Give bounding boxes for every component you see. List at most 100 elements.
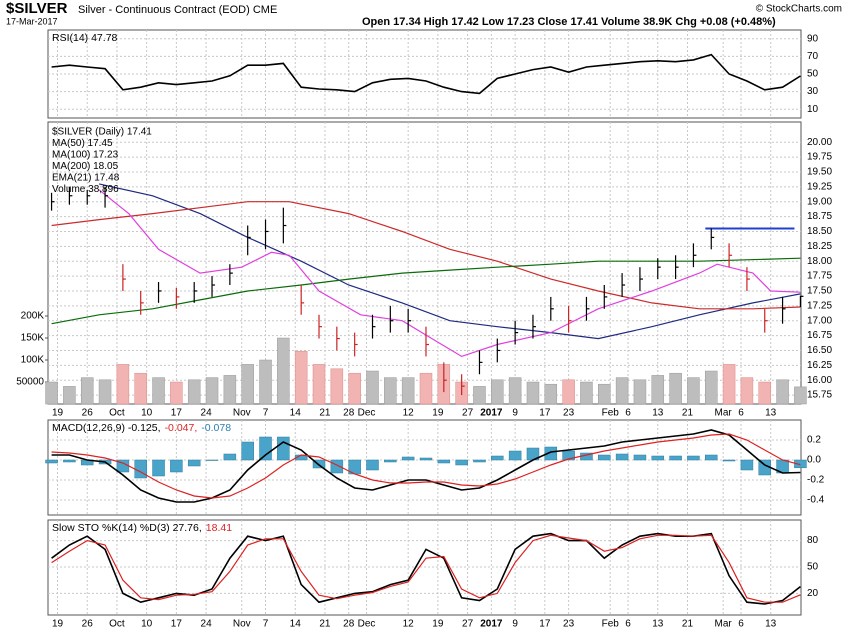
legend-label: MA(100) 17.23 bbox=[52, 150, 119, 161]
volume-bar bbox=[187, 379, 201, 405]
x-tick-label: 21 bbox=[319, 408, 331, 419]
volume-bar bbox=[633, 379, 647, 405]
volume-bar bbox=[598, 383, 611, 405]
volume-bar bbox=[98, 379, 112, 405]
histogram-bar bbox=[170, 459, 183, 473]
y-tick-label: 18.50 bbox=[807, 226, 832, 237]
y-tick-label: 17.25 bbox=[807, 300, 832, 311]
histogram-bar bbox=[152, 459, 165, 477]
volume-bar bbox=[312, 364, 326, 405]
y-tick-label: 16.00 bbox=[807, 375, 832, 386]
x-tick-label: 10 bbox=[141, 408, 153, 419]
histogram-bar bbox=[134, 459, 147, 479]
legend-label: MA(50) 17.45 bbox=[52, 138, 113, 149]
legend-label: Volume 38,896 bbox=[52, 184, 119, 195]
volume-bar bbox=[384, 377, 397, 405]
date: 17-Mar-2017 bbox=[6, 16, 58, 26]
histogram-bar bbox=[455, 459, 468, 466]
volume-bar bbox=[294, 350, 308, 405]
x-tick-label: 26 bbox=[82, 408, 94, 419]
x-tick-label: 2017 bbox=[480, 408, 503, 419]
y-tick-label: 17.50 bbox=[807, 286, 832, 297]
volume-bar bbox=[348, 372, 361, 405]
x-tick-label: 14 bbox=[290, 619, 302, 630]
y-tick-label: 15.75 bbox=[807, 390, 832, 401]
volume-bar bbox=[580, 381, 593, 405]
y2-tick-label: 200K bbox=[21, 311, 45, 322]
x-tick-label: 17 bbox=[539, 408, 551, 419]
histogram-bar bbox=[740, 459, 754, 471]
series-line bbox=[51, 257, 801, 325]
series-line bbox=[98, 189, 801, 358]
volume-bar bbox=[134, 372, 147, 405]
x-tick-label: 19 bbox=[432, 408, 444, 419]
x-tick-label: 28 bbox=[343, 408, 355, 419]
histogram-bar bbox=[241, 441, 254, 461]
histogram-bar bbox=[687, 455, 700, 461]
x-tick-label: Oct bbox=[109, 408, 125, 419]
x-tick-label: 6 bbox=[738, 408, 744, 419]
x-tick-label: 13 bbox=[765, 619, 777, 630]
legend-label: 18.41 bbox=[206, 522, 232, 534]
y-tick-label: 18.25 bbox=[807, 241, 832, 252]
y-tick-label: 90 bbox=[807, 33, 819, 44]
y-tick-label: 19.25 bbox=[807, 181, 832, 192]
series-line bbox=[51, 429, 801, 503]
x-tick-label: 13 bbox=[765, 408, 777, 419]
volume-bar bbox=[63, 386, 76, 405]
x-tick-label: 21 bbox=[319, 619, 331, 630]
volume-bar bbox=[401, 377, 415, 405]
y-tick-label: 80 bbox=[807, 535, 819, 546]
histogram-bar bbox=[633, 454, 647, 461]
y-tick-label: 19.50 bbox=[807, 167, 832, 178]
x-tick-label: Mar bbox=[715, 408, 733, 419]
volume-bar bbox=[491, 379, 504, 405]
histogram-bar bbox=[419, 457, 433, 461]
volume-bar bbox=[740, 377, 754, 405]
volume-bar bbox=[241, 364, 254, 405]
series-line bbox=[51, 534, 801, 603]
x-tick-label: Oct bbox=[109, 619, 125, 630]
x-tick-label: 6 bbox=[738, 619, 744, 630]
x-tick-label: 14 bbox=[290, 408, 302, 419]
volume-bar bbox=[669, 372, 682, 405]
y-tick-label: 50 bbox=[807, 562, 819, 573]
y-tick-label: 17.00 bbox=[807, 315, 832, 326]
volume-bar bbox=[508, 377, 522, 405]
histogram-bar bbox=[651, 455, 665, 461]
legend-label: -0.078 bbox=[201, 422, 231, 434]
x-tick-label: 21 bbox=[682, 619, 694, 630]
x-tick-label: 24 bbox=[201, 619, 213, 630]
histogram-bar bbox=[598, 454, 611, 461]
y2-tick-label: 150K bbox=[21, 333, 45, 344]
y-tick-label: 20 bbox=[807, 588, 819, 599]
histogram-bar bbox=[705, 454, 718, 461]
legend: MACD(12,26,9) -0.125, -0.047, -0.078 bbox=[52, 422, 231, 434]
volume-bar bbox=[562, 379, 575, 405]
y-tick-label: -0.2 bbox=[807, 475, 825, 486]
legend-label: MA(200) 18.05 bbox=[52, 161, 119, 172]
histogram-bar bbox=[277, 436, 290, 461]
y-tick-label: 18.75 bbox=[807, 211, 832, 222]
legend: Slow STO %K(14) %D(3) 27.76, 18.41 bbox=[52, 522, 232, 534]
x-tick-label: Mar bbox=[715, 619, 733, 630]
volume-bar bbox=[615, 377, 629, 405]
volume-bar bbox=[366, 370, 379, 405]
volume-bar bbox=[419, 372, 433, 405]
histogram-bar bbox=[669, 455, 682, 461]
histogram-bar bbox=[384, 459, 397, 463]
volume-bar bbox=[152, 377, 165, 405]
volume-bar bbox=[473, 386, 486, 405]
x-tick-label: Dec bbox=[358, 408, 376, 419]
x-tick-label: Nov bbox=[233, 619, 251, 630]
x-tick-label: 21 bbox=[682, 408, 694, 419]
volume-bar bbox=[687, 377, 700, 405]
histogram-bar bbox=[544, 446, 558, 461]
histogram-bar bbox=[794, 459, 807, 469]
y-tick-label: 30 bbox=[807, 86, 819, 97]
volume-bar bbox=[205, 377, 219, 405]
x-tick-label: Dec bbox=[358, 619, 376, 630]
histogram-bar bbox=[722, 459, 736, 462]
volume-bar bbox=[259, 359, 272, 405]
series-line bbox=[98, 183, 801, 340]
